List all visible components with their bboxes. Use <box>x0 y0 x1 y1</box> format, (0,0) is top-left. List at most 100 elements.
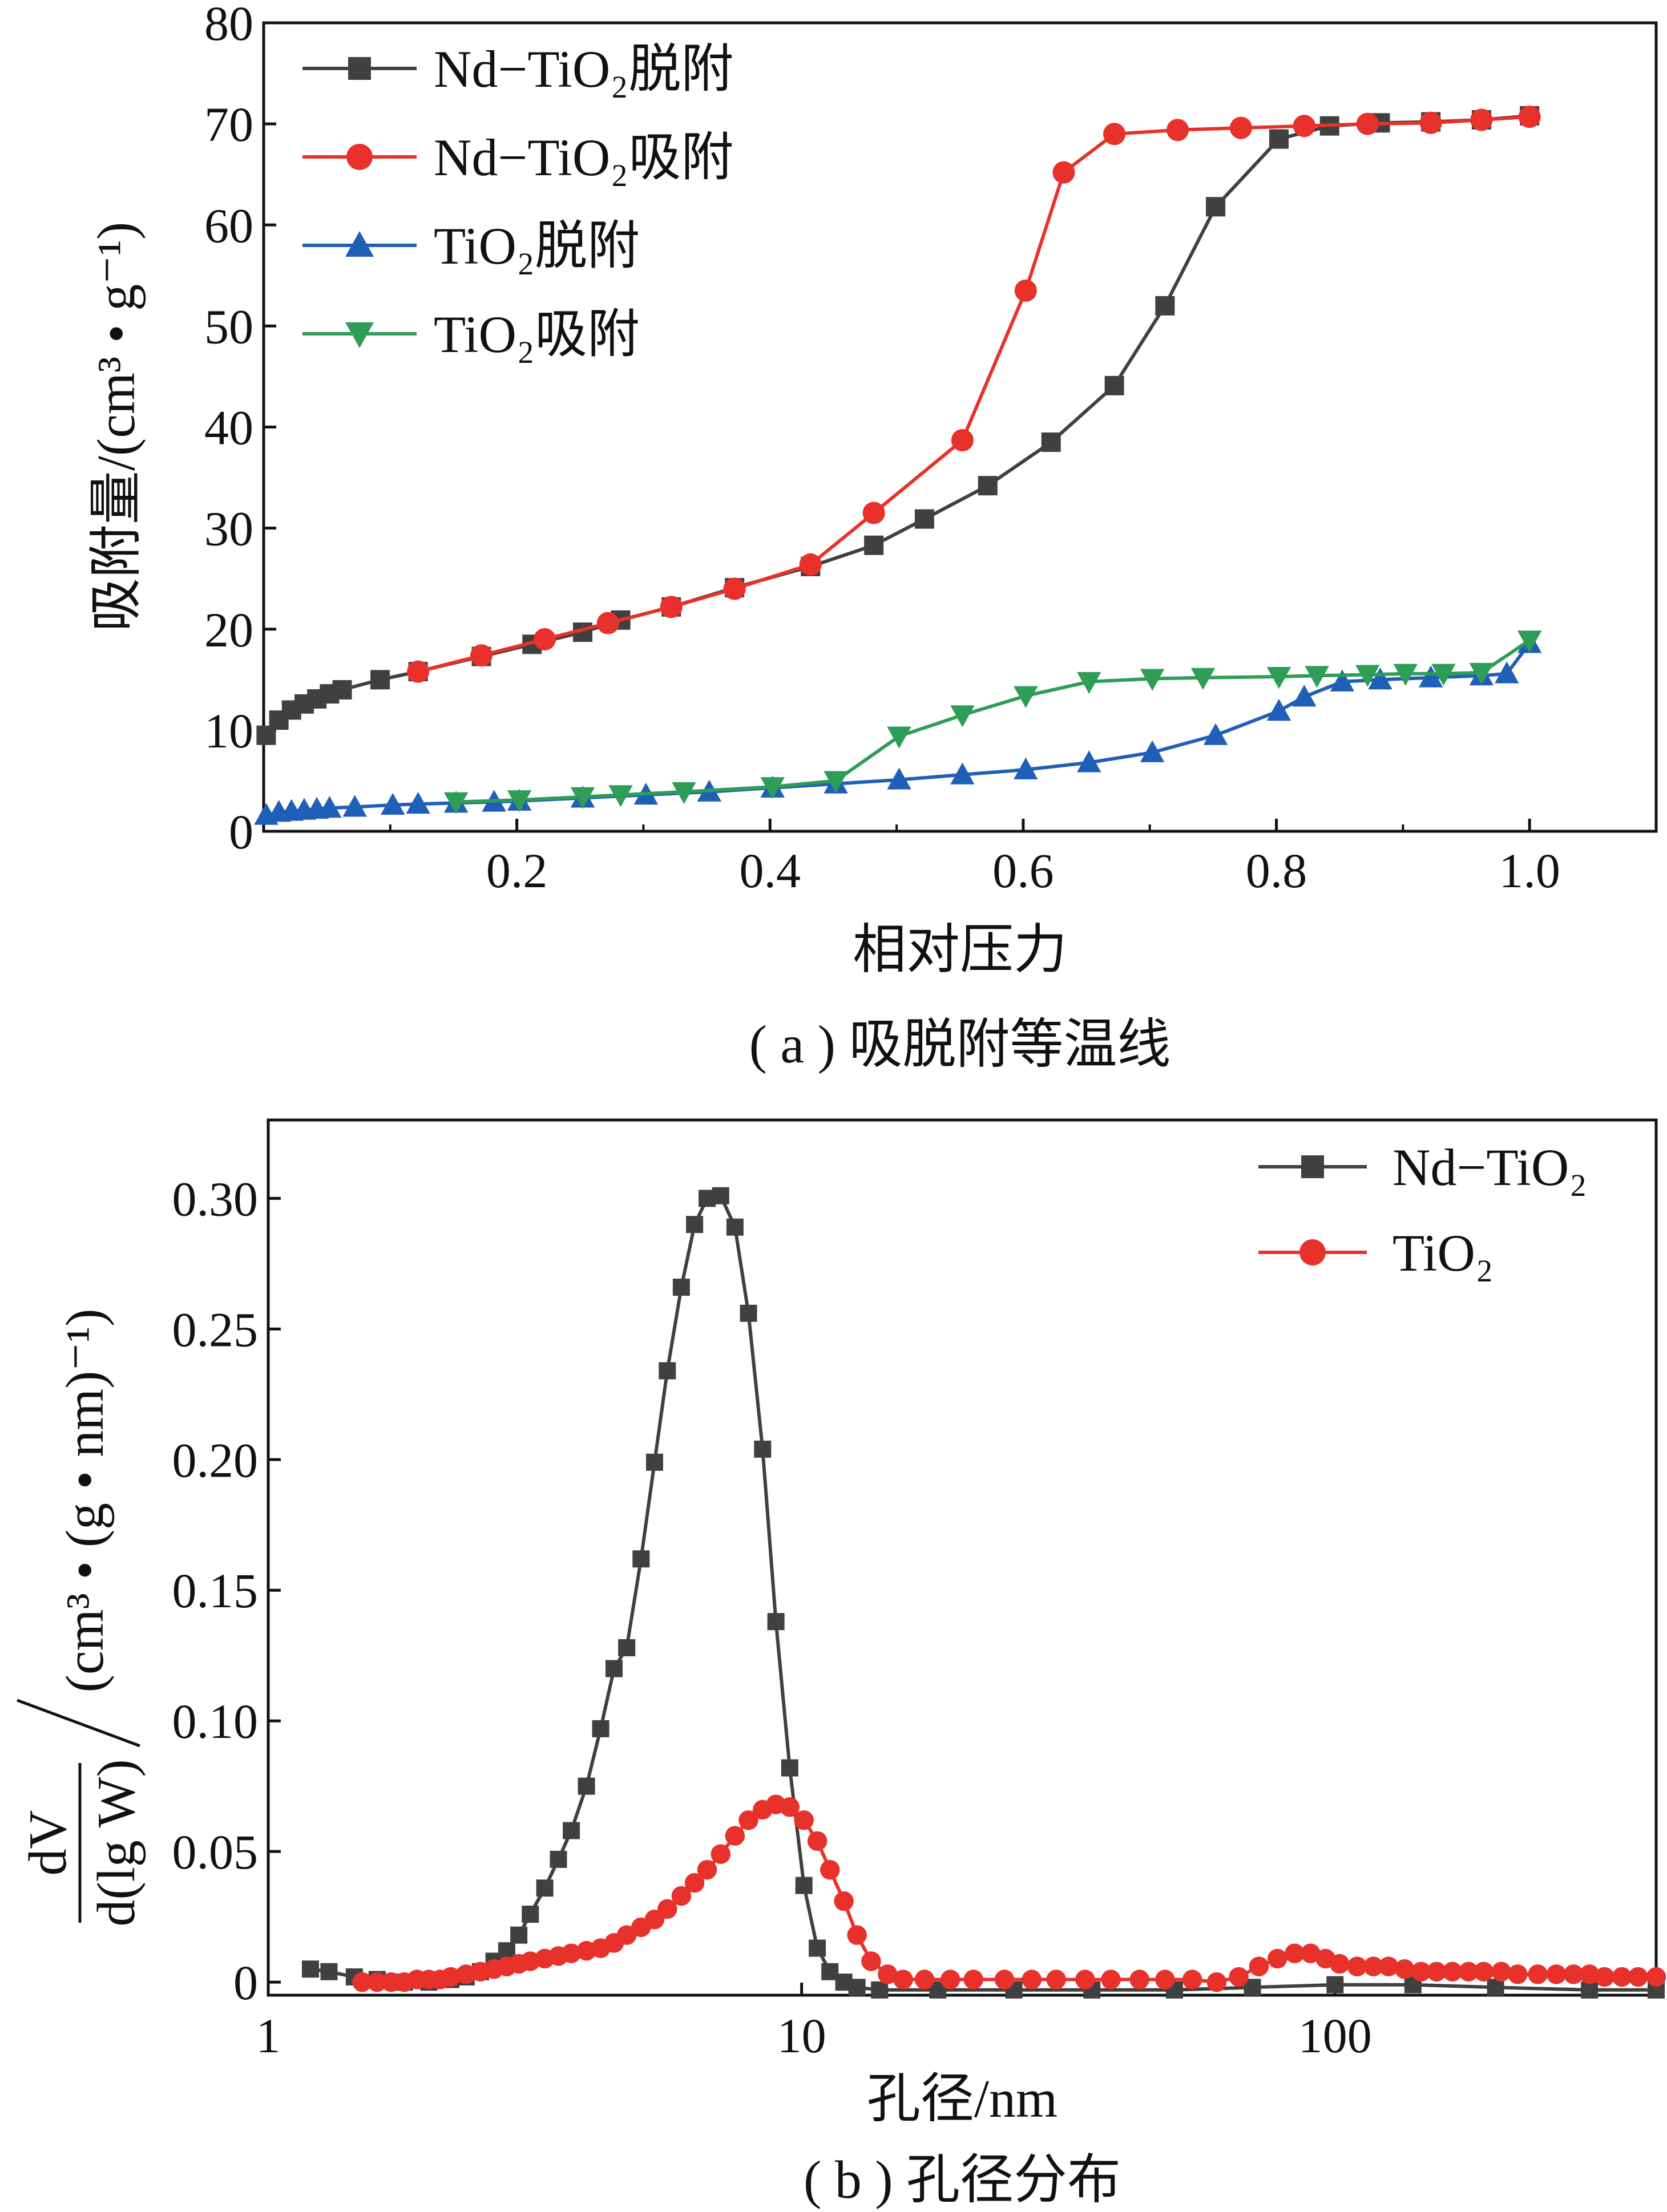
data-point-a <box>443 792 469 814</box>
data-point-a <box>887 767 911 790</box>
data-point-a <box>1330 669 1355 691</box>
data-point-a <box>951 428 974 452</box>
series-line-a <box>456 638 1531 804</box>
data-point-b <box>605 1660 623 1677</box>
data-point-a <box>1077 750 1101 773</box>
data-point-a <box>862 502 885 524</box>
y-tick-label-a: 10 <box>204 703 253 758</box>
data-point-b <box>1426 1962 1447 1982</box>
data-point-b <box>1628 1967 1648 1987</box>
legend-swatch-marker <box>348 57 371 80</box>
data-point-b <box>302 1960 320 1978</box>
data-point-a <box>407 660 430 683</box>
data-point-a <box>1229 116 1252 139</box>
data-point-b <box>563 1822 580 1839</box>
data-point-b <box>671 1886 692 1906</box>
data-point-b <box>780 1797 800 1817</box>
data-point-a <box>864 535 884 555</box>
y-tick-label-b: 0.10 <box>172 1694 259 1749</box>
data-point-b <box>697 1859 717 1880</box>
x-axis-b: 1 10 100 <box>256 1983 1372 2063</box>
data-point-b <box>367 1972 388 1992</box>
data-point-b <box>1394 1959 1415 1979</box>
x-tick-label-a: 0.8 <box>1246 843 1307 898</box>
data-point-b <box>1378 1956 1399 1976</box>
data-point-a <box>1305 666 1329 688</box>
data-point-b <box>1363 1956 1383 1976</box>
series-line-b <box>310 1194 1656 1992</box>
data-point-b <box>1491 1962 1511 1982</box>
y-tick-label-a: 0 <box>229 804 253 859</box>
data-point-b <box>672 1279 690 1296</box>
data-point-b <box>871 1981 889 1999</box>
data-point-b <box>1326 1976 1344 1993</box>
data-point-b <box>940 1970 960 1989</box>
data-point-a <box>317 796 342 818</box>
data-point-b <box>893 1970 913 1989</box>
data-point-b <box>994 1970 1015 1989</box>
data-point-a <box>1190 668 1216 690</box>
data-point-b <box>711 1844 731 1864</box>
y-tick-label-b: 0.25 <box>172 1302 259 1357</box>
data-point-a <box>1292 685 1317 707</box>
data-point-a <box>1431 664 1456 686</box>
data-point-b <box>1595 1967 1614 1987</box>
x-tick-label-b: 100 <box>1298 2008 1372 2063</box>
x-axis-title-b: 孔径/nm <box>867 2069 1057 2129</box>
data-point-b <box>657 1899 677 1919</box>
legend-label-a: TiO₂吸附 <box>434 305 640 363</box>
data-point-a <box>1368 668 1392 690</box>
legend-swatch-marker <box>345 322 374 348</box>
data-point-b <box>522 1906 539 1923</box>
data-point-b <box>510 1926 528 1944</box>
data-point-a <box>342 795 367 817</box>
data-point-a <box>1266 666 1291 689</box>
y-tick-label-b: 0.15 <box>172 1563 259 1618</box>
data-point-b <box>1546 1964 1567 1984</box>
data-point-b <box>616 1925 637 1945</box>
y-tick-label-a: 30 <box>204 502 253 556</box>
data-point-b <box>1487 1979 1504 1996</box>
data-point-b <box>1075 1970 1095 1989</box>
data-point-a <box>1052 161 1075 184</box>
data-point-b <box>1612 1967 1632 1987</box>
legend-item-a: TiO₂吸附 <box>302 305 640 363</box>
data-point-a <box>1104 375 1124 395</box>
data-point-b <box>834 1891 854 1911</box>
data-point-b <box>781 1759 798 1777</box>
legend-label-a: TiO₂脱附 <box>434 217 640 275</box>
data-point-a <box>1269 129 1289 149</box>
y-axis-fraction-numerator: dV <box>18 1810 78 1876</box>
legend-item-b: Nd−TiO₂ <box>1258 1138 1587 1196</box>
data-point-a <box>1355 665 1380 687</box>
chart-panel-pore-distribution: 0 0.05 0.10 0.15 0.20 0.25 0.30 1 10 100 Nd−TiO₂… <box>17 1118 1666 2210</box>
y-tick-label-b: 0.20 <box>172 1433 259 1487</box>
data-point-a <box>608 785 633 807</box>
data-point-b <box>1268 1948 1287 1969</box>
data-point-b <box>1101 1970 1121 1989</box>
data-point-b <box>1442 1962 1463 1982</box>
y-axis-b: 0 0.05 0.10 0.15 0.20 0.25 0.30 <box>172 1171 281 2010</box>
data-point-a <box>1470 108 1493 131</box>
data-point-a <box>672 782 696 804</box>
caption-a: ( a ) 吸脱附等温线 <box>749 1015 1171 1074</box>
data-point-a <box>799 553 822 576</box>
data-point-b <box>1182 1970 1202 1989</box>
data-point-b <box>740 1304 757 1322</box>
data-point-b <box>1249 1956 1269 1976</box>
data-point-a <box>950 705 975 727</box>
data-point-b <box>1474 1962 1494 1982</box>
data-point-b <box>352 1972 372 1992</box>
data-point-b <box>632 1550 650 1568</box>
data-point-a <box>978 476 998 496</box>
caption-b: ( b ) 孔径分布 <box>804 2150 1121 2210</box>
data-point-a <box>1014 686 1038 708</box>
data-point-b <box>686 1216 704 1234</box>
data-point-b <box>861 1951 881 1971</box>
data-point-b <box>1646 1967 1666 1987</box>
data-point-a <box>1014 279 1037 302</box>
y-tick-label-a: 40 <box>204 401 253 455</box>
data-point-b <box>1155 1970 1175 1989</box>
y-tick-label-a: 50 <box>204 299 253 354</box>
y-tick-label-a: 70 <box>204 97 253 152</box>
